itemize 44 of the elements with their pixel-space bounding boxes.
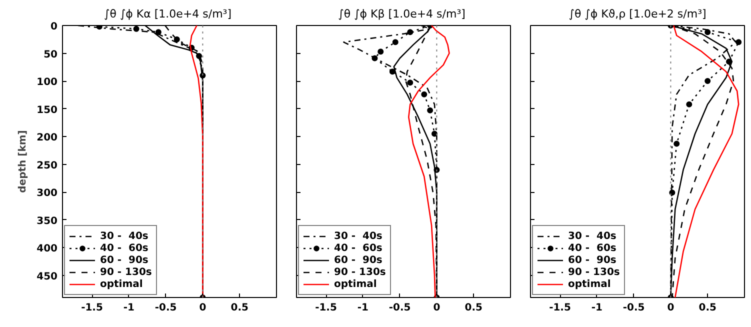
legend-label: 60 - 90s [334, 254, 382, 266]
y-tick-label: 50 [44, 49, 58, 60]
x-tick-label: 0 [667, 302, 674, 314]
x-tick-label: -1.5 [315, 302, 337, 314]
x-tick-label: 0.5 [230, 302, 249, 314]
chart-title: ∫θ ∫ϕ Kα [1.0e+4 s/m³] [104, 8, 232, 20]
y-axis-title: depth [km] [18, 130, 29, 193]
y-tick-label: 350 [36, 216, 58, 227]
legend-label: optimal [334, 278, 377, 290]
x-tick-label: -1 [357, 302, 369, 314]
x-tick-label: -0.5 [388, 302, 411, 314]
y-tick-label: 300 [36, 188, 58, 200]
legend-label: 90 - 130s [100, 266, 152, 278]
x-tick-label: -1 [591, 302, 603, 314]
x-tick-label: 0.5 [464, 302, 483, 314]
x-tick-label: 0 [199, 302, 206, 314]
x-tick-label: -0.5 [622, 302, 645, 314]
legend-label: 30 - 40s [568, 230, 616, 242]
y-tick-label: 150 [36, 104, 58, 116]
y-tick-label: 450 [36, 271, 58, 282]
x-tick-label: -1 [123, 302, 135, 314]
y-tick-label: 100 [36, 77, 58, 88]
legend-label: 40 - 60s [568, 242, 616, 254]
chart-title: ∫θ ∫ϕ Kβ [1.0e+4 s/m³] [338, 8, 466, 20]
chart-title: ∫θ ∫ϕ Kϑ,ρ [1.0e+2 s/m³] [568, 8, 706, 20]
legend-label: optimal [100, 278, 143, 290]
legend-label: 90 - 130s [334, 266, 386, 278]
x-tick-label: -0.5 [154, 302, 177, 314]
legend-label: 90 - 130s [568, 266, 620, 278]
legend-label: 60 - 90s [568, 254, 616, 266]
legend-label: 40 - 60s [100, 242, 148, 254]
legend-label: 30 - 40s [100, 230, 148, 242]
y-tick-label: 250 [36, 160, 58, 172]
x-tick-label: -1.5 [549, 302, 571, 314]
y-tick-label: 0 [50, 22, 58, 32]
legend-label: optimal [568, 278, 611, 290]
legend-label: 40 - 60s [334, 242, 382, 254]
y-tick-label: 200 [36, 132, 58, 144]
legend-label: 30 - 40s [334, 230, 382, 242]
x-tick-label: 0 [433, 302, 440, 314]
x-tick-label: -1.5 [81, 302, 103, 314]
y-tick-label: 400 [36, 244, 58, 255]
x-tick-label: 0.5 [698, 302, 717, 314]
legend-label: 60 - 90s [100, 254, 148, 266]
